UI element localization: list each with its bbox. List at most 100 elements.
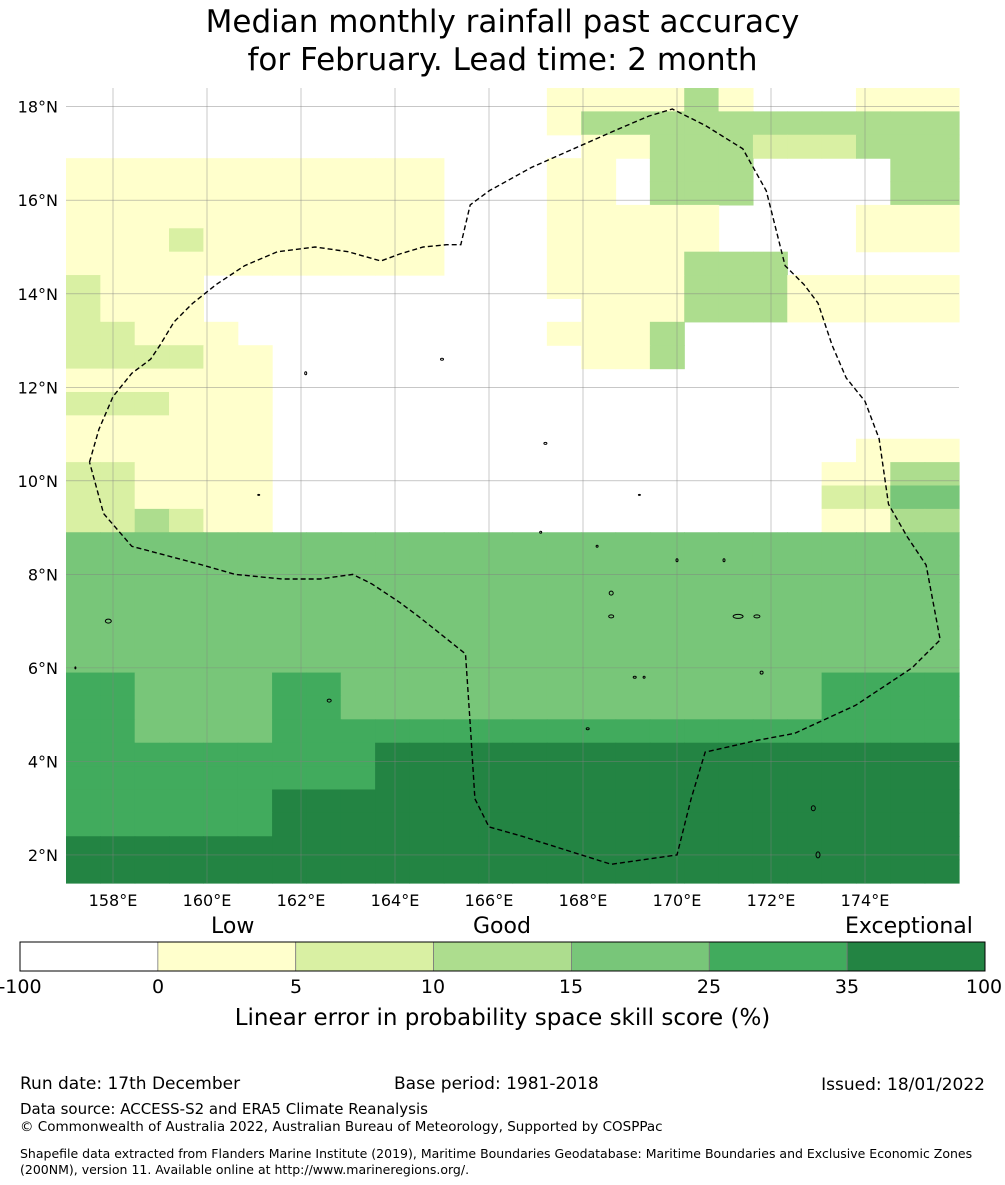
- skill-cell: [203, 859, 239, 884]
- skill-cell: [615, 742, 651, 767]
- skill-cell: [66, 812, 101, 837]
- latitude-label: 2°N: [28, 846, 58, 865]
- skill-cell: [718, 695, 754, 720]
- skill-cell: [203, 672, 239, 697]
- skill-cell: [512, 859, 548, 884]
- skill-cell: [134, 836, 170, 861]
- skill-cell: [134, 368, 170, 393]
- skill-cell: [890, 672, 926, 697]
- skill-cell: [787, 649, 823, 674]
- skill-cell: [237, 859, 273, 884]
- skill-cell: [581, 158, 617, 183]
- latitude-label: 14°N: [18, 285, 58, 304]
- skill-cell: [272, 181, 308, 206]
- skill-cell: [100, 158, 136, 183]
- skill-cell: [924, 88, 960, 112]
- skill-cell: [66, 836, 101, 861]
- skill-cell: [890, 555, 926, 580]
- skill-cell: [237, 579, 273, 604]
- skill-cell: [581, 672, 617, 697]
- skill-cell: [615, 321, 651, 346]
- skill-cell: [787, 275, 823, 300]
- skill-cell: [134, 485, 170, 510]
- skill-cell: [649, 672, 685, 697]
- skill-cell: [718, 298, 754, 323]
- skill-cell: [787, 836, 823, 861]
- skill-cell: [718, 181, 754, 206]
- skill-cell: [684, 625, 720, 650]
- skill-cell: [718, 836, 754, 861]
- skill-cell: [272, 742, 308, 767]
- skill-cell: [237, 532, 273, 557]
- skill-cell: [581, 111, 617, 136]
- skill-cell: [615, 789, 651, 814]
- skill-cell: [752, 555, 788, 580]
- skill-cell: [581, 789, 617, 814]
- skill-cell: [821, 579, 857, 604]
- skill-cell: [649, 228, 685, 253]
- skill-cell: [100, 532, 136, 557]
- skill-cell: [718, 532, 754, 557]
- skill-cell: [66, 789, 101, 814]
- skill-cell: [478, 766, 514, 791]
- run-date: Run date: 17th December: [20, 1074, 241, 1094]
- skill-cell: [890, 204, 926, 229]
- skill-cell: [66, 391, 101, 416]
- colorbar-tick: 25: [696, 976, 722, 998]
- skill-cell: [684, 602, 720, 627]
- skill-cell: [649, 321, 685, 346]
- skill-cell: [924, 789, 960, 814]
- skill-cell: [924, 275, 960, 300]
- skill-cell: [100, 181, 136, 206]
- skill-cell: [237, 158, 273, 183]
- skill-cell: [512, 625, 548, 650]
- skill-cell: [306, 859, 342, 884]
- island-outline: [440, 357, 444, 361]
- skill-cell: [478, 649, 514, 674]
- skill-cell: [134, 158, 170, 183]
- skill-cell: [203, 789, 239, 814]
- skill-cell: [237, 228, 273, 253]
- skill-cell: [821, 836, 857, 861]
- skill-cell: [924, 485, 960, 510]
- skill-cell: [375, 204, 411, 229]
- skill-cell: [890, 649, 926, 674]
- skill-cell: [615, 134, 651, 159]
- skill-cell: [340, 158, 376, 183]
- skill-cell: [821, 555, 857, 580]
- skill-cell: [443, 532, 479, 557]
- skill-cell: [649, 88, 685, 112]
- skill-cell: [134, 181, 170, 206]
- skill-cell: [546, 836, 582, 861]
- skill-cell: [890, 719, 926, 744]
- skill-cell: [684, 181, 720, 206]
- island-outline: [675, 558, 679, 563]
- skill-cell: [718, 111, 754, 136]
- skill-cell: [752, 275, 788, 300]
- skill-cell: [66, 298, 101, 323]
- skill-cell: [169, 742, 204, 767]
- skill-cell: [649, 275, 685, 300]
- skill-cell: [684, 134, 720, 159]
- skill-cell: [237, 719, 273, 744]
- skill-cell: [924, 532, 960, 557]
- skill-cell: [752, 134, 788, 159]
- skill-cell: [203, 181, 239, 206]
- skill-cell: [752, 742, 788, 767]
- skill-cell: [718, 789, 754, 814]
- skill-cell: [237, 766, 273, 791]
- skill-cell: [615, 649, 651, 674]
- skill-cell: [855, 555, 891, 580]
- longitude-label: 168°E: [559, 891, 608, 910]
- skill-cell: [169, 555, 204, 580]
- skill-cell: [615, 275, 651, 300]
- skill-cell: [340, 836, 376, 861]
- skill-cell: [821, 766, 857, 791]
- island-outline: [722, 558, 726, 563]
- skill-cell: [478, 695, 514, 720]
- skill-cell: [66, 766, 101, 791]
- island-outline: [632, 675, 637, 679]
- skill-cell: [237, 181, 273, 206]
- skill-cell: [855, 789, 891, 814]
- skill-cell: [375, 695, 411, 720]
